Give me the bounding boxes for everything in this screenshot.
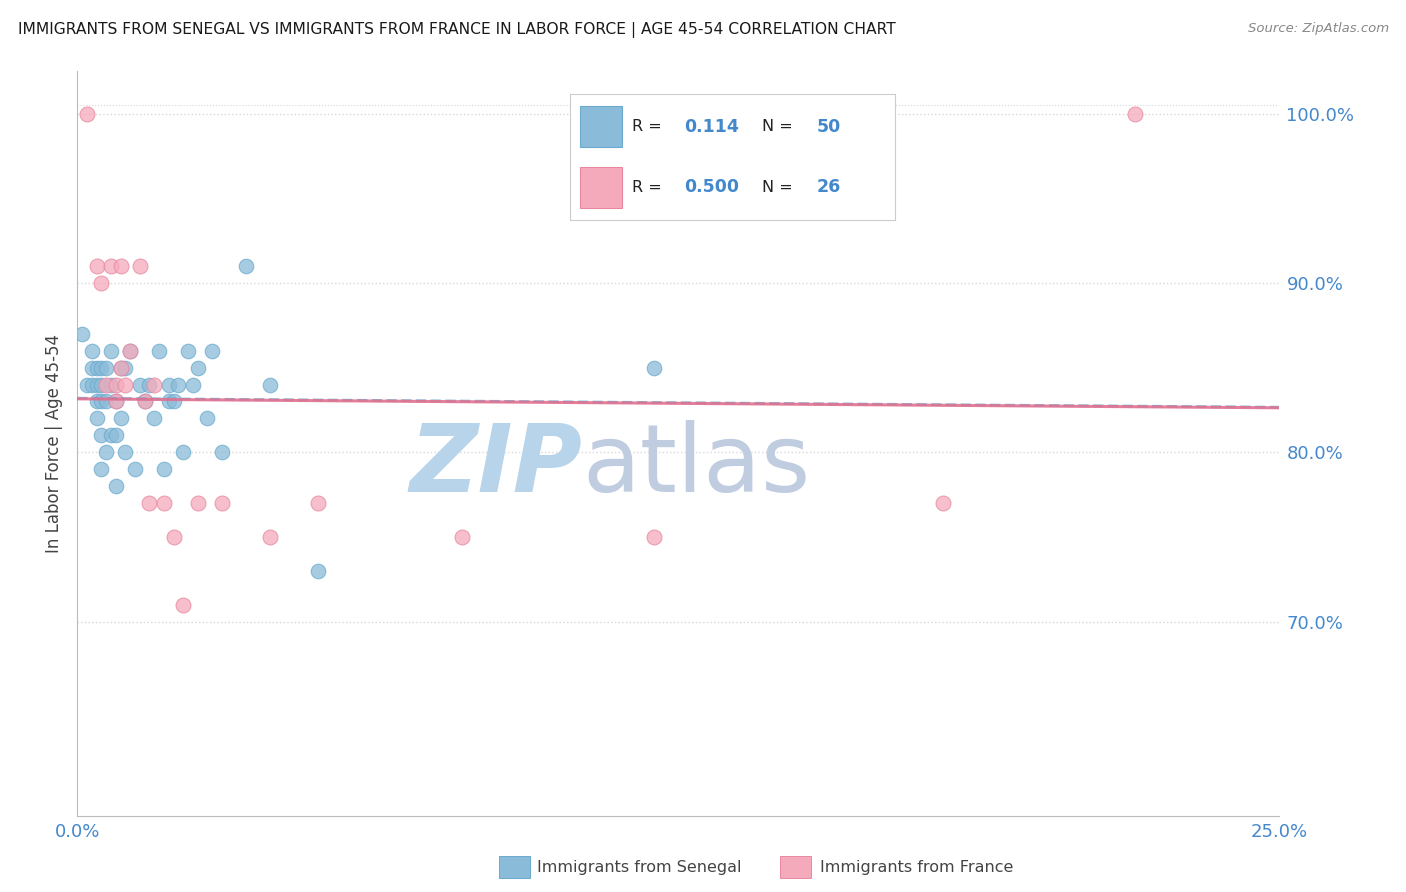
Point [186, 496, 209, 510]
Point [86, 394, 108, 409]
Point [86, 360, 108, 375]
Point [96, 377, 118, 392]
Point [104, 377, 127, 392]
Text: Immigrants from Senegal: Immigrants from Senegal [537, 860, 741, 874]
Text: Immigrants from France: Immigrants from France [820, 860, 1014, 874]
Point [167, 377, 190, 392]
Point [76, 377, 98, 392]
Point [181, 377, 204, 392]
Y-axis label: In Labor Force | Age 45-54: In Labor Force | Age 45-54 [45, 334, 63, 553]
Point [307, 496, 329, 510]
Point [643, 530, 665, 544]
Point [1123, 106, 1146, 120]
Point [110, 411, 132, 425]
Text: Source: ZipAtlas.com: Source: ZipAtlas.com [1249, 22, 1389, 36]
Point [104, 394, 127, 409]
Point [110, 360, 132, 375]
Point [128, 259, 150, 273]
Point [110, 259, 132, 273]
Point [932, 496, 955, 510]
Point [90, 276, 112, 290]
Point [96, 394, 118, 409]
Point [124, 462, 146, 476]
Point [148, 343, 170, 358]
Point [211, 445, 233, 459]
Point [120, 343, 142, 358]
Point [114, 377, 136, 392]
Point [259, 530, 281, 544]
Point [86, 411, 108, 425]
Point [201, 343, 224, 358]
Point [138, 496, 160, 510]
Point [90, 360, 112, 375]
Point [143, 411, 166, 425]
Text: atlas: atlas [582, 420, 810, 512]
Point [162, 394, 184, 409]
Point [104, 428, 127, 442]
Point [96, 360, 118, 375]
Point [172, 598, 194, 612]
Point [100, 259, 122, 273]
Point [211, 496, 233, 510]
Point [104, 479, 127, 493]
Point [157, 377, 180, 392]
Point [235, 259, 257, 273]
Point [80, 343, 103, 358]
Point [100, 343, 122, 358]
Point [186, 360, 209, 375]
Point [90, 394, 112, 409]
Point [259, 377, 281, 392]
Point [114, 360, 136, 375]
Point [114, 445, 136, 459]
Point [90, 377, 112, 392]
Point [110, 360, 132, 375]
Point [643, 360, 665, 375]
Point [153, 462, 176, 476]
Point [70, 326, 93, 341]
Point [307, 564, 329, 578]
Point [451, 530, 474, 544]
Point [195, 411, 218, 425]
Text: ZIP: ZIP [409, 420, 582, 512]
Point [120, 343, 142, 358]
Point [80, 377, 103, 392]
Point [96, 445, 118, 459]
Text: IMMIGRANTS FROM SENEGAL VS IMMIGRANTS FROM FRANCE IN LABOR FORCE | AGE 45-54 COR: IMMIGRANTS FROM SENEGAL VS IMMIGRANTS FR… [18, 22, 896, 38]
Point [90, 462, 112, 476]
Point [100, 428, 122, 442]
Point [157, 394, 180, 409]
Point [143, 377, 166, 392]
Point [100, 377, 122, 392]
Point [138, 377, 160, 392]
Point [162, 530, 184, 544]
Point [86, 377, 108, 392]
Point [90, 428, 112, 442]
Point [177, 343, 200, 358]
Point [172, 445, 194, 459]
Point [134, 394, 156, 409]
Point [80, 360, 103, 375]
Point [134, 394, 156, 409]
Point [76, 106, 98, 120]
Point [128, 377, 150, 392]
Point [86, 259, 108, 273]
Point [153, 496, 176, 510]
Point [104, 394, 127, 409]
